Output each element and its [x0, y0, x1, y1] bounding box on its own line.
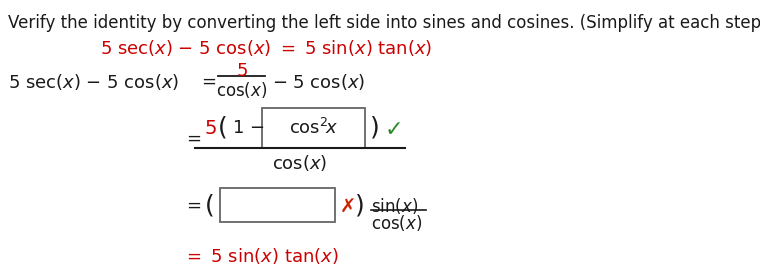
Text: ✓: ✓: [385, 120, 404, 140]
Text: ✗: ✗: [340, 197, 356, 217]
Text: (: (: [218, 116, 228, 140]
Text: 5: 5: [236, 62, 248, 80]
Text: cos($x$): cos($x$): [217, 80, 268, 100]
FancyBboxPatch shape: [262, 108, 365, 148]
Text: $=$: $=$: [183, 129, 201, 147]
Text: $=$: $=$: [183, 196, 201, 214]
Text: sin($x$): sin($x$): [371, 196, 418, 216]
Text: $=$: $=$: [198, 72, 217, 90]
Text: cos($x$): cos($x$): [371, 213, 423, 233]
Text: ): ): [370, 116, 380, 140]
Text: $=$ 5 sin($x$) tan($x$): $=$ 5 sin($x$) tan($x$): [183, 246, 339, 266]
Text: cos($x$): cos($x$): [272, 153, 328, 173]
Text: Verify the identity by converting the left side into sines and cosines. (Simplif: Verify the identity by converting the le…: [8, 14, 760, 32]
Text: ): ): [355, 193, 365, 217]
Text: 1 $-$: 1 $-$: [232, 119, 264, 137]
Text: 5: 5: [205, 119, 217, 137]
Text: (: (: [205, 193, 215, 217]
Text: 5 sec($x$) $-$ 5 cos($x$): 5 sec($x$) $-$ 5 cos($x$): [8, 72, 179, 92]
Text: 5 sec($x$) $-$ 5 cos($x$) $=$ 5 sin($x$) tan($x$): 5 sec($x$) $-$ 5 cos($x$) $=$ 5 sin($x$)…: [100, 38, 432, 58]
Text: $-$ 5 cos($x$): $-$ 5 cos($x$): [272, 72, 366, 92]
Text: cos$^2\!x$: cos$^2\!x$: [289, 118, 338, 138]
FancyBboxPatch shape: [220, 188, 335, 222]
